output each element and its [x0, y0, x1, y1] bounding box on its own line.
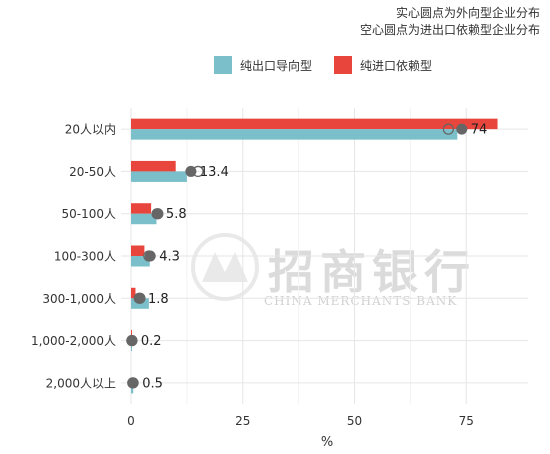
- legend-swatch-import: [334, 56, 353, 74]
- solid-dot-1: [185, 165, 197, 177]
- bar-export-0: [131, 129, 458, 140]
- chart-legend: 纯出口导向型 纯进口依赖型: [214, 56, 454, 74]
- dot-value-label-3: 4.3: [159, 250, 180, 265]
- y-tick-label-3: 100-300人: [54, 250, 116, 264]
- dot-value-label-2: 5.8: [166, 207, 187, 222]
- bar-import-3: [131, 245, 145, 256]
- x-tick-label-0: 0: [127, 414, 135, 428]
- y-tick-label-2: 50-100人: [61, 207, 116, 221]
- y-tick-label-4: 300-1,000人: [42, 292, 116, 306]
- x-axis-label: %: [321, 435, 333, 450]
- x-tick-label-1: 25: [235, 414, 250, 428]
- bar-import-4: [131, 287, 136, 299]
- dot-value-label-5: 0.2: [141, 334, 162, 349]
- y-tick-label-1: 20-50人: [69, 165, 116, 179]
- bar-export-2: [131, 213, 157, 225]
- bar-import-2: [131, 203, 152, 214]
- x-tick-label-3: 75: [459, 414, 474, 428]
- legend-label-import: 纯进口依赖型: [360, 58, 433, 73]
- solid-dot-6: [127, 377, 139, 389]
- dot-value-label-6: 0.5: [142, 376, 163, 391]
- note-hollow-dots: 空心圆点为进出口依赖型企业分布: [359, 23, 540, 37]
- watermark-text-cn: 招商银行: [268, 245, 476, 299]
- y-tick-label-5: 1,000-2,000人: [31, 334, 116, 348]
- y-tick-label-0: 20人以内: [65, 123, 116, 137]
- legend-label-export: 纯出口导向型: [240, 58, 313, 73]
- solid-dot-0: [456, 123, 468, 135]
- solid-dot-3: [144, 250, 156, 262]
- note-solid-dots: 实心圆点为外向型企业分布: [395, 6, 540, 20]
- legend-item-import: 纯进口依赖型: [334, 56, 432, 74]
- dot-value-label-4: 1.8: [148, 292, 169, 307]
- legend-swatch-export: [214, 56, 232, 74]
- bar-export-3: [131, 256, 150, 267]
- bar-export-1: [131, 171, 187, 182]
- dot-value-label-1: 13.4: [200, 165, 229, 180]
- x-tick-label-2: 50: [347, 414, 362, 428]
- bar-import-1: [131, 160, 176, 172]
- solid-dot-5: [126, 335, 138, 347]
- legend-item-export: 纯出口导向型: [214, 56, 312, 74]
- bar-import-0: [131, 118, 498, 130]
- solid-dot-4: [133, 292, 145, 304]
- hollow-dot-0: [442, 123, 455, 135]
- watermark-text-en: CHINA MERCHANTS BANK: [264, 294, 458, 308]
- dot-value-label-0: 74: [471, 123, 488, 138]
- solid-dot-2: [151, 208, 163, 220]
- y-tick-label-6: 2,000人以上: [46, 376, 116, 390]
